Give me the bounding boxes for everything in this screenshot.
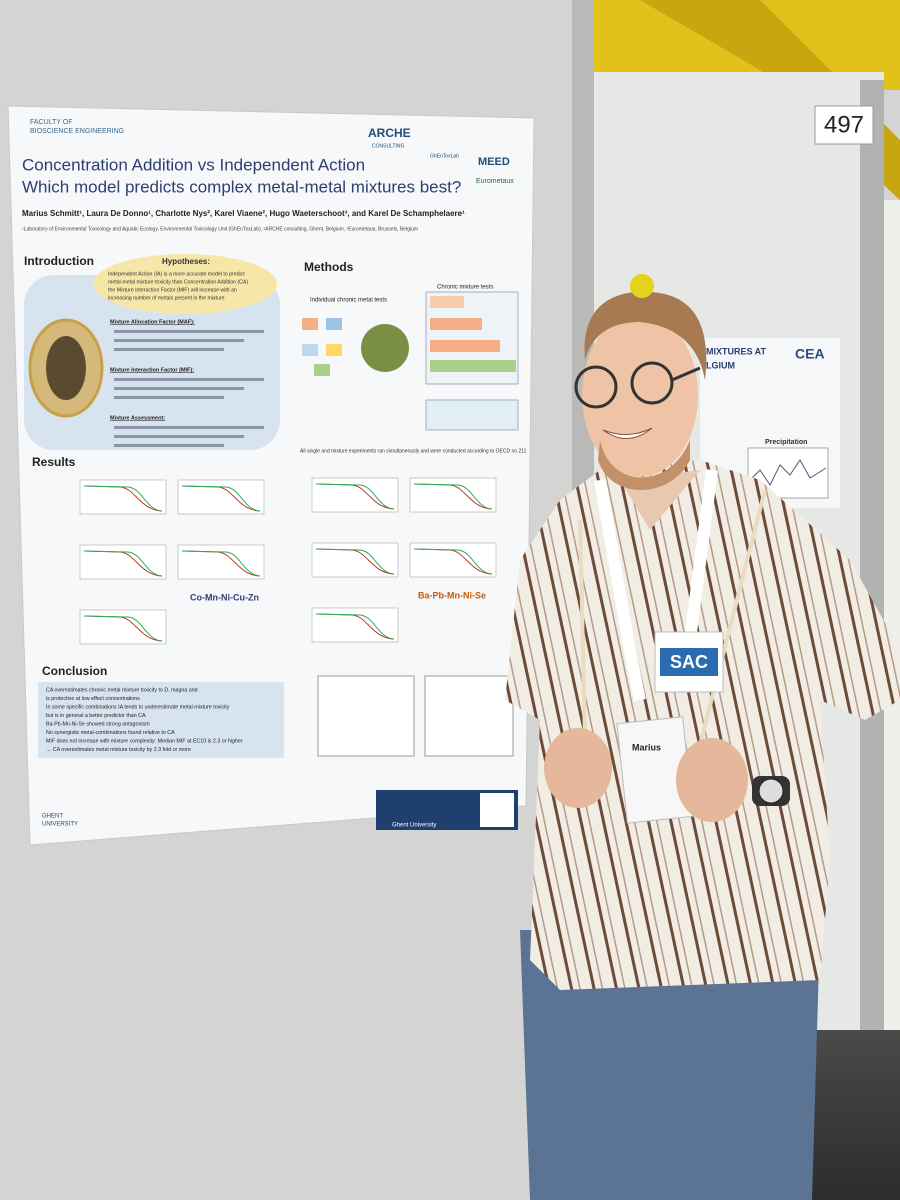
dose-response <box>413 548 493 575</box>
conclusion-line: MIF does not increase with mixture compl… <box>46 738 243 744</box>
logo: Eurometaux <box>476 178 514 185</box>
face <box>582 313 698 477</box>
hand-left <box>544 728 612 808</box>
text-line <box>114 435 244 438</box>
metal-boxes <box>302 318 342 376</box>
footer: UNIVERSITY <box>42 822 78 828</box>
conclusion-line: Ba-Pb-Mn-Ni-Se showed strong antagonism <box>46 721 150 727</box>
dose-response <box>181 550 261 577</box>
text-line <box>114 444 224 447</box>
conclusion-line: No synergistic metal-combinations found … <box>46 730 175 736</box>
intro-heading: Introduction <box>24 254 94 268</box>
dose-response <box>315 483 395 510</box>
well-plate <box>361 324 409 372</box>
person: SAC Marius <box>505 274 900 1200</box>
hypothesis-line: increasing number of metals present in t… <box>108 295 225 301</box>
daphnia-body <box>46 336 86 400</box>
conclusion-heading: Conclusion <box>42 664 107 678</box>
dose-response <box>413 483 493 510</box>
dose-response <box>83 550 163 577</box>
board-pole-right <box>860 80 884 1030</box>
neighbor-heading: Precipitation <box>765 439 807 446</box>
badge-org: SAC <box>670 652 708 672</box>
intro-item: Mixture Assessment: <box>110 415 165 421</box>
conclusion-panel <box>38 682 284 758</box>
dose-response <box>315 548 395 575</box>
text-line <box>114 348 224 351</box>
methods-sub: Chronic mixture tests <box>437 285 493 291</box>
affiliations: ¹Laboratory of Environmental Toxicology … <box>22 226 418 232</box>
dose-response <box>181 485 261 512</box>
board-number-card <box>814 105 874 145</box>
result-group: Ba-Pb-Mn-Ni-Se <box>418 590 486 600</box>
cord <box>578 489 767 746</box>
poster-title: Concentration Addition vs Independent Ac… <box>22 155 365 174</box>
hair-tie <box>630 274 654 298</box>
poster-title: Which model predicts complex metal-metal… <box>22 177 461 196</box>
neighbor-subtitle: LGIUM <box>706 360 735 370</box>
hypothesis-line: metal-metal mixture toxicity than Concen… <box>108 279 248 285</box>
intro-item: Mixture Interaction Factor (MIF): <box>110 367 194 373</box>
badge-logo <box>660 648 718 676</box>
hair <box>584 291 707 380</box>
footer: GHENT <box>42 814 63 820</box>
methods-heading: Methods <box>304 260 354 274</box>
logo: GhEnToxLab <box>430 153 459 159</box>
contact: Ghent University <box>392 823 436 829</box>
dose-response <box>83 615 163 642</box>
result-group: Co-Mn-Ni-Cu-Zn <box>190 592 259 602</box>
glasses <box>630 361 674 405</box>
dose-response <box>315 613 395 640</box>
conclusion-line: In some specific combinations IA tends t… <box>46 704 230 710</box>
hand-right <box>676 738 748 822</box>
text-line <box>114 426 264 429</box>
relevant-ratios <box>425 399 519 431</box>
lanyard <box>594 469 718 702</box>
text-line <box>114 396 224 399</box>
conclusion-line: but is in general a better predictor tha… <box>46 713 146 719</box>
faculty: FACULTY OF <box>30 119 73 126</box>
poster: FACULTY OF BIOSCIENCE ENGINEERING ARCHE … <box>7 105 535 846</box>
watch-face <box>758 778 784 804</box>
intro-item: Mixture Allocation Factor (MAF): <box>110 319 195 325</box>
hypothesis-line: Independent Action (IA) is a more accura… <box>108 271 245 277</box>
glasses <box>574 365 618 409</box>
badge-name: Marius <box>632 742 661 752</box>
conclusion-line: CA overestimates chronic metal mixture t… <box>46 687 198 693</box>
text-line <box>114 339 244 342</box>
authors: Marius Schmitt¹, Laura De Donno¹, Charlo… <box>22 209 465 218</box>
neighbor-chart-line <box>749 459 827 486</box>
text-line <box>114 387 244 390</box>
text-line <box>114 378 264 381</box>
jeans <box>520 930 820 1200</box>
methods-sub: Individual chronic metal tests <box>310 298 387 304</box>
faculty: BIOSCIENCE ENGINEERING <box>30 128 124 135</box>
glasses-arm <box>671 366 701 382</box>
mif-plot <box>424 675 514 757</box>
conclusion-line: is protective at low effect concentratio… <box>46 696 140 702</box>
hypothesis-line: the Mixture Interaction Factor (MIF) wil… <box>108 287 237 293</box>
beard <box>598 440 690 490</box>
logo: ARCHE <box>368 126 411 140</box>
board-number: 497 <box>824 111 864 138</box>
neighbor-title: MIXTURES AT <box>706 346 767 356</box>
text-line <box>114 330 264 333</box>
shirt <box>505 460 900 990</box>
conclusion-line: → CA overestimates metal mixture toxicit… <box>46 747 191 753</box>
dose-response <box>83 485 163 512</box>
methods-note: All single and mixture experiments ran s… <box>300 448 527 454</box>
logo: CONSULTING <box>372 143 405 149</box>
hypotheses-heading: Hypotheses: <box>162 257 210 266</box>
qr-code <box>480 793 514 827</box>
smile <box>602 427 653 439</box>
mif-plot <box>317 675 415 757</box>
hypotheses-bubble <box>93 254 277 314</box>
logo: MEED <box>478 156 510 168</box>
results-heading: Results <box>32 455 76 469</box>
neighbor-logo: CEA <box>795 346 825 362</box>
